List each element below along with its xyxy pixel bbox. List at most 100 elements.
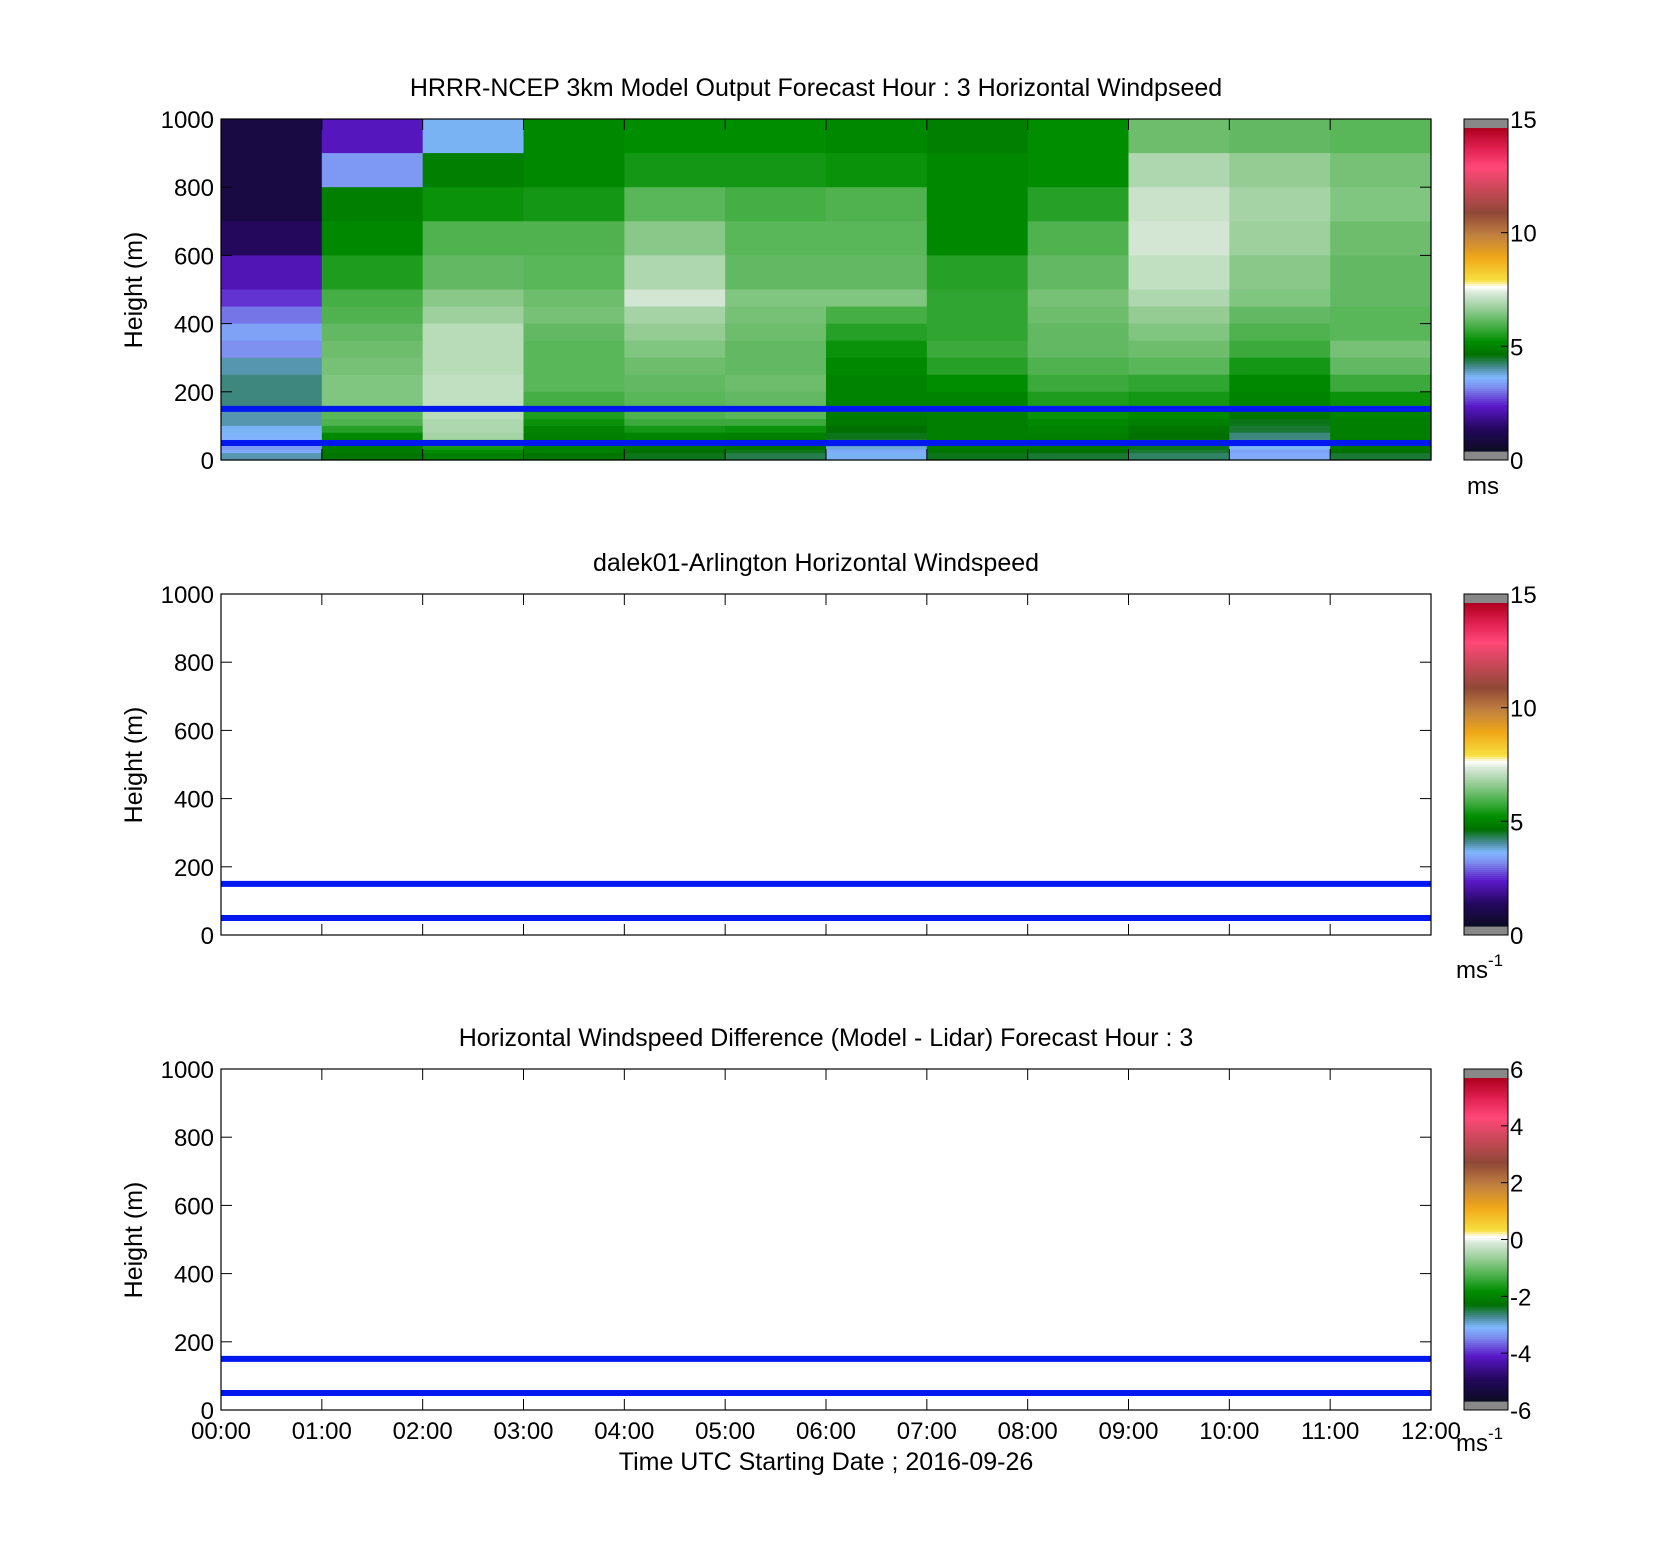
colorbar-segment	[1464, 835, 1508, 838]
heatmap-cell	[826, 425, 928, 434]
heatmap-cell	[1330, 419, 1432, 427]
colorbar-segment	[1464, 760, 1508, 764]
colorbar-segment	[1464, 734, 1508, 737]
heatmap-cell	[1027, 419, 1130, 427]
colorbar-segment	[1464, 299, 1508, 303]
colorbar-segment	[1464, 346, 1508, 349]
heatmap-cell	[1229, 408, 1331, 420]
colorbar-segment	[1464, 758, 1508, 762]
colorbar-segment	[1464, 750, 1508, 753]
colorbar-segment	[1464, 657, 1508, 661]
heatmap-cell	[221, 425, 323, 434]
colorbar-segment	[1464, 671, 1508, 675]
colorbar-segment	[1464, 819, 1508, 822]
colorbar-segment	[1464, 1110, 1508, 1113]
colorbar-over-cap	[1464, 594, 1508, 603]
colorbar-segment	[1464, 446, 1508, 450]
x-tick-label: 12:00	[1401, 1418, 1461, 1445]
colorbar-segment	[1464, 1195, 1508, 1198]
colorbar-segment	[1464, 808, 1508, 812]
colorbar-segment	[1464, 202, 1508, 206]
heatmap-cell	[1330, 425, 1432, 434]
colorbar-segment	[1464, 689, 1508, 693]
heatmap-cell	[1027, 119, 1130, 154]
colorbar-segment	[1464, 685, 1508, 689]
colorbar-segment	[1464, 356, 1508, 359]
heatmap-cell	[422, 425, 525, 434]
colorbar-over-cap	[1464, 1069, 1508, 1078]
heatmap-cell	[725, 221, 827, 256]
heatmap-cell	[1027, 425, 1130, 434]
colorbar-segment	[1464, 679, 1508, 683]
colorbar-segment	[1464, 1213, 1508, 1216]
colorbar-segment	[1464, 396, 1508, 400]
heatmap-cell	[926, 119, 1029, 154]
colorbar-segment	[1464, 736, 1508, 739]
colorbar-segment	[1464, 1360, 1508, 1364]
colorbar-tick-label: 2	[1510, 1171, 1523, 1198]
colorbar-segment	[1464, 1370, 1508, 1374]
colorbar-segment	[1464, 1138, 1508, 1142]
colorbar-segment	[1464, 651, 1508, 655]
colorbar-segment	[1464, 742, 1508, 745]
colorbar-segment	[1464, 368, 1508, 371]
colorbar-segment	[1464, 301, 1508, 305]
colorbar-segment	[1464, 712, 1508, 715]
heatmap-cell	[725, 255, 827, 291]
heatmap-cell	[422, 391, 525, 410]
heatmap-cell	[1027, 187, 1130, 222]
colorbar-segment	[1464, 341, 1508, 345]
heatmap-cell	[1027, 357, 1130, 376]
heatmap-cell	[422, 255, 525, 291]
colorbar-segment	[1464, 823, 1508, 826]
heatmap-cell	[523, 408, 625, 420]
heatmap-cell	[826, 221, 928, 256]
heatmap-cell	[926, 289, 1029, 308]
colorbar-segment	[1464, 1312, 1508, 1315]
colorbar-segment	[1464, 210, 1508, 214]
colorbar-segment	[1464, 1277, 1508, 1281]
colorbar-segment	[1464, 718, 1508, 721]
colorbar-segment	[1464, 1088, 1508, 1091]
colorbar-segment	[1464, 1231, 1508, 1235]
colorbar-segment	[1464, 705, 1508, 709]
colorbar-segment	[1464, 303, 1508, 307]
colorbar-under-cap	[1464, 451, 1508, 460]
colorbar-segment	[1464, 726, 1508, 729]
colorbar-segment	[1464, 607, 1508, 610]
heatmap-cell	[624, 449, 726, 454]
colorbar-segment	[1464, 1390, 1508, 1394]
colorbar-segment	[1464, 649, 1508, 653]
colorbar-segment	[1464, 192, 1508, 196]
colorbar-segment	[1464, 885, 1508, 889]
colorbar-segment	[1464, 1271, 1508, 1275]
colorbar-segment	[1464, 226, 1508, 230]
colorbar-segment	[1464, 331, 1508, 335]
colorbar-segment	[1464, 804, 1508, 808]
x-tick-label: 10:00	[1199, 1418, 1259, 1445]
heatmap-cell	[523, 374, 625, 393]
heatmap-cell	[725, 153, 827, 188]
heatmap-cell	[1128, 446, 1230, 451]
x-tick-label: 11:00	[1301, 1418, 1359, 1445]
colorbar-segment	[1464, 661, 1508, 665]
heatmap-cell	[1330, 153, 1432, 188]
colorbar-segment	[1464, 877, 1508, 881]
colorbar-segment	[1464, 1193, 1508, 1196]
heatmap-cell	[624, 419, 726, 427]
heatmap-cell	[725, 374, 827, 393]
colorbar-segment	[1464, 1384, 1508, 1388]
colorbar-segment	[1464, 392, 1508, 396]
y-tick-label: 600	[174, 718, 214, 745]
heatmap-cell	[926, 323, 1029, 342]
x-tick-label: 08:00	[998, 1418, 1058, 1445]
colorbar-segment	[1464, 1372, 1508, 1376]
heatmap-cell	[1027, 391, 1130, 410]
heatmap-cell	[1128, 449, 1230, 454]
colorbar-segment	[1464, 1128, 1508, 1132]
colorbar-segment	[1464, 358, 1508, 361]
colorbar-segment	[1464, 315, 1508, 319]
colorbar-segment	[1464, 655, 1508, 659]
colorbar-segment	[1464, 234, 1508, 238]
